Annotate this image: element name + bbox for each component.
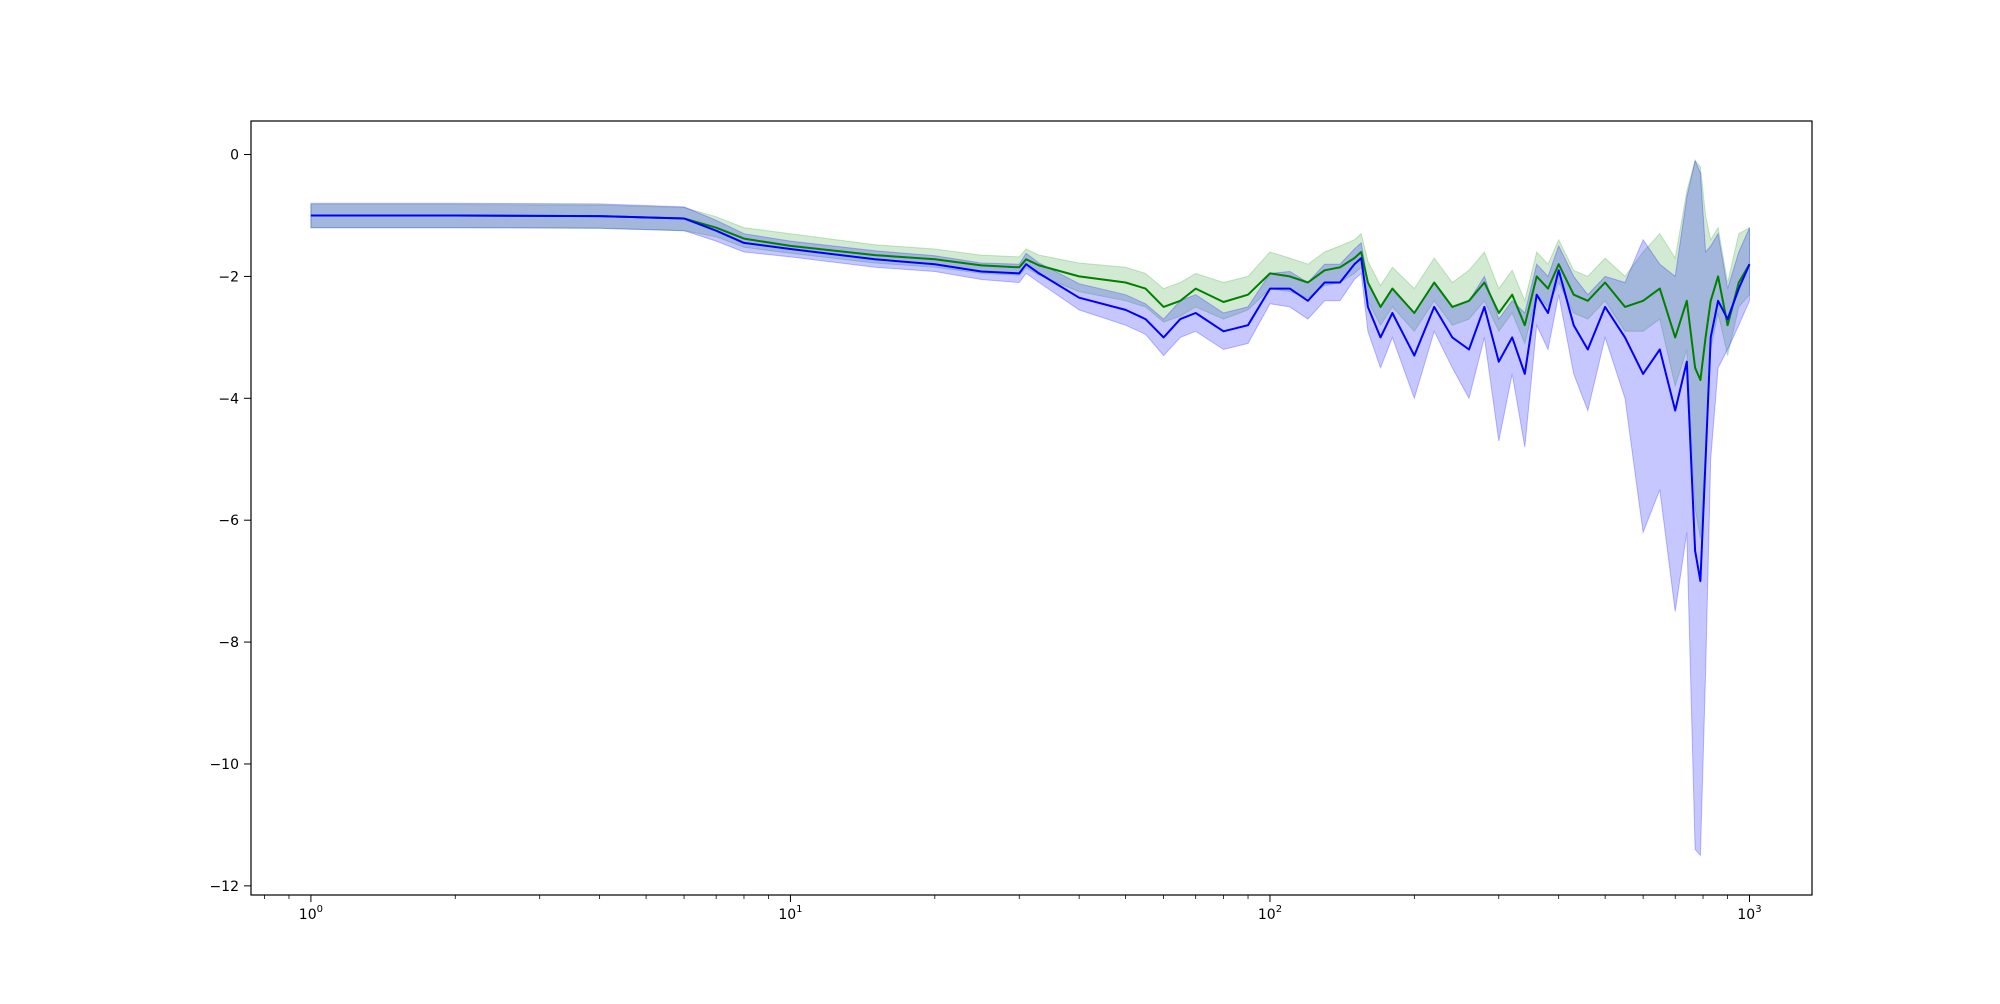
y-tick-label: −8 (218, 635, 239, 651)
x-tick-label: 103 (1737, 904, 1761, 923)
y-tick-label: 0 (230, 148, 239, 164)
x-tick-label: 102 (1258, 904, 1282, 923)
y-axis: 0 −2 −4 −6 −8 −10 −12 (209, 148, 251, 895)
series-2-band (310, 159, 1750, 857)
series-1-line (310, 214, 1751, 381)
y-tick-label: −10 (209, 757, 239, 773)
series-2-line (310, 214, 1751, 583)
y-tick-label: −6 (218, 513, 239, 529)
confidence-bands (310, 159, 1750, 857)
x-tick-label: 101 (778, 904, 802, 923)
x-axis: 100 101 102 103 (264, 895, 1762, 923)
x-tick-label: 100 (299, 904, 323, 923)
y-tick-label: −2 (218, 269, 239, 285)
y-tick-label: −12 (209, 879, 239, 895)
y-tick-label: −4 (218, 391, 239, 407)
series-lines (310, 214, 1751, 583)
plot-frame (250, 120, 1813, 896)
series-1-band (310, 159, 1750, 539)
